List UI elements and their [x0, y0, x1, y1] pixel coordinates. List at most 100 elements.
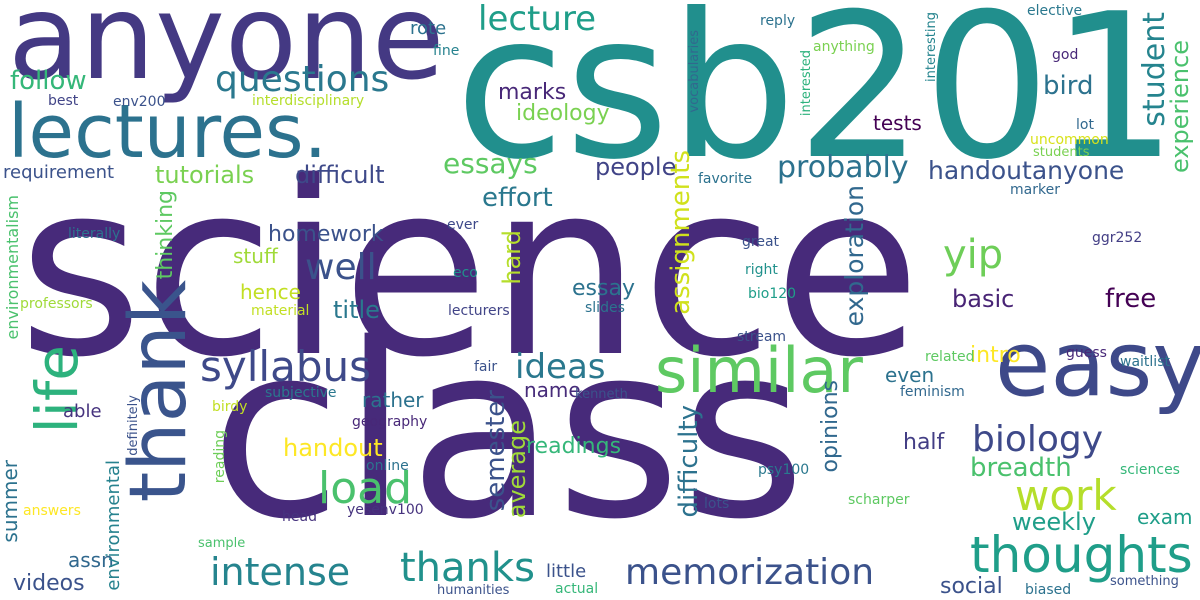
word-great: great [742, 234, 780, 250]
word-thinking: thinking [153, 190, 178, 280]
word-geography: geography [352, 414, 428, 430]
word-lecture: lecture [478, 0, 597, 39]
word-breadth: breadth [970, 453, 1072, 483]
word-online: online [366, 458, 409, 474]
word-uncommon: uncommon [1030, 132, 1109, 148]
word-questions: questions [215, 59, 390, 100]
word-summer: summer [0, 460, 22, 543]
word-humanities: humanities [437, 583, 510, 598]
word-requirement: requirement [3, 162, 115, 183]
word-anything: anything [813, 39, 875, 55]
word-load: load [318, 463, 413, 514]
word-guess: guess [1066, 345, 1107, 361]
word-thoughts: thoughts [970, 526, 1193, 584]
word-exam: exam [1137, 505, 1193, 529]
word-anyone: anyone [8, 0, 445, 106]
word-class: class [210, 292, 806, 572]
word-psy100: psy100 [758, 462, 810, 478]
word-probably: probably [777, 150, 909, 185]
word-memorization: memorization [625, 552, 875, 593]
word-literally: literally [68, 226, 121, 242]
word-little: little [546, 561, 587, 582]
word-experience: experience [1166, 40, 1194, 174]
word-easy: easy [995, 312, 1200, 417]
word-ggr252: ggr252 [1092, 230, 1143, 246]
word-weekly: weekly [1012, 508, 1096, 536]
word-similar: similar [655, 334, 863, 407]
word-title: title [333, 296, 380, 324]
word-well: well [305, 247, 377, 288]
word-stream: stream [737, 329, 787, 345]
word-hard: hard [498, 230, 526, 285]
word-kenneth: kenneth [575, 387, 628, 402]
word-bio120: bio120 [748, 286, 797, 302]
word-syllabus: syllabus [200, 342, 371, 391]
word-ideology: ideology [516, 101, 610, 126]
word-opinions: opinions [818, 380, 843, 473]
word-sciences: sciences [1120, 462, 1180, 478]
word-related: related [925, 349, 975, 365]
word-thanks: thanks [400, 545, 535, 591]
word-material: material [251, 303, 310, 319]
word-handoutanyone: handoutanyone [928, 156, 1125, 185]
word-biased: biased [1025, 582, 1072, 598]
word-basic: basic [952, 285, 1015, 313]
word-handout: handout [283, 434, 383, 462]
word-elective: elective [1027, 3, 1083, 19]
word-interesting: interesting [924, 12, 939, 82]
word-people: people [595, 153, 677, 181]
word-half: half [903, 430, 945, 455]
word-interested: interested [799, 50, 814, 117]
word-csb201: csb201 [455, 0, 1178, 204]
word-free: free [1105, 284, 1157, 314]
word-essay: essay [572, 276, 635, 301]
word-fine: fine [433, 43, 460, 59]
word-lecturers: lecturers [448, 303, 510, 319]
word-reply: reply [760, 13, 796, 29]
word-readings: readings [526, 434, 622, 459]
word-env200: env200 [113, 94, 166, 110]
word-intro: intro [970, 343, 1021, 368]
word-reading: reading [212, 430, 228, 484]
word-tests: tests [873, 111, 922, 135]
word-tutorials: tutorials [155, 161, 255, 189]
word-slides: slides [585, 300, 625, 316]
word-lot: lot [1076, 117, 1094, 133]
word-hence: hence [240, 280, 301, 304]
word-marks: marks [498, 80, 567, 105]
word-stuff: stuff [233, 244, 278, 268]
word-birdy: birdy [212, 399, 248, 415]
word-something: something [1110, 574, 1179, 589]
word-work: work [1015, 471, 1117, 520]
word-effort: effort [482, 183, 553, 213]
word-interdisciplinary: interdisciplinary [252, 93, 365, 109]
word-yip: yip [943, 232, 1004, 278]
word-right: right [745, 262, 778, 278]
word-rather: rather [362, 388, 424, 412]
word-videos: videos [13, 571, 85, 596]
word-fair: fair [474, 359, 498, 375]
word-follow: follow [10, 66, 87, 96]
word-professors: professors [20, 296, 93, 312]
word-scharper: scharper [848, 492, 910, 508]
word-thank: thank [114, 280, 204, 503]
word-ideas: ideas [515, 347, 606, 387]
word-rote: rote [410, 18, 447, 39]
word-yesenv100: yesenv100 [347, 502, 424, 518]
word-environmental: environmental [103, 460, 124, 591]
word-god: god [1052, 47, 1079, 63]
word-essays: essays [443, 147, 538, 180]
word-environmentalism: environmentalism [3, 195, 22, 340]
word-name: name [524, 378, 581, 402]
word-marker: marker [1010, 182, 1060, 198]
word-difficult: difficult [295, 161, 385, 189]
word-students: students [1033, 145, 1090, 160]
word-social: social [940, 574, 1003, 599]
word-biology: biology [972, 419, 1104, 460]
word-feminism: feminism [900, 384, 965, 400]
word-sample: sample [198, 536, 246, 551]
word-lectures: lectures. [8, 89, 328, 175]
word-lots: lots [704, 496, 730, 512]
word-science: science [18, 130, 922, 410]
